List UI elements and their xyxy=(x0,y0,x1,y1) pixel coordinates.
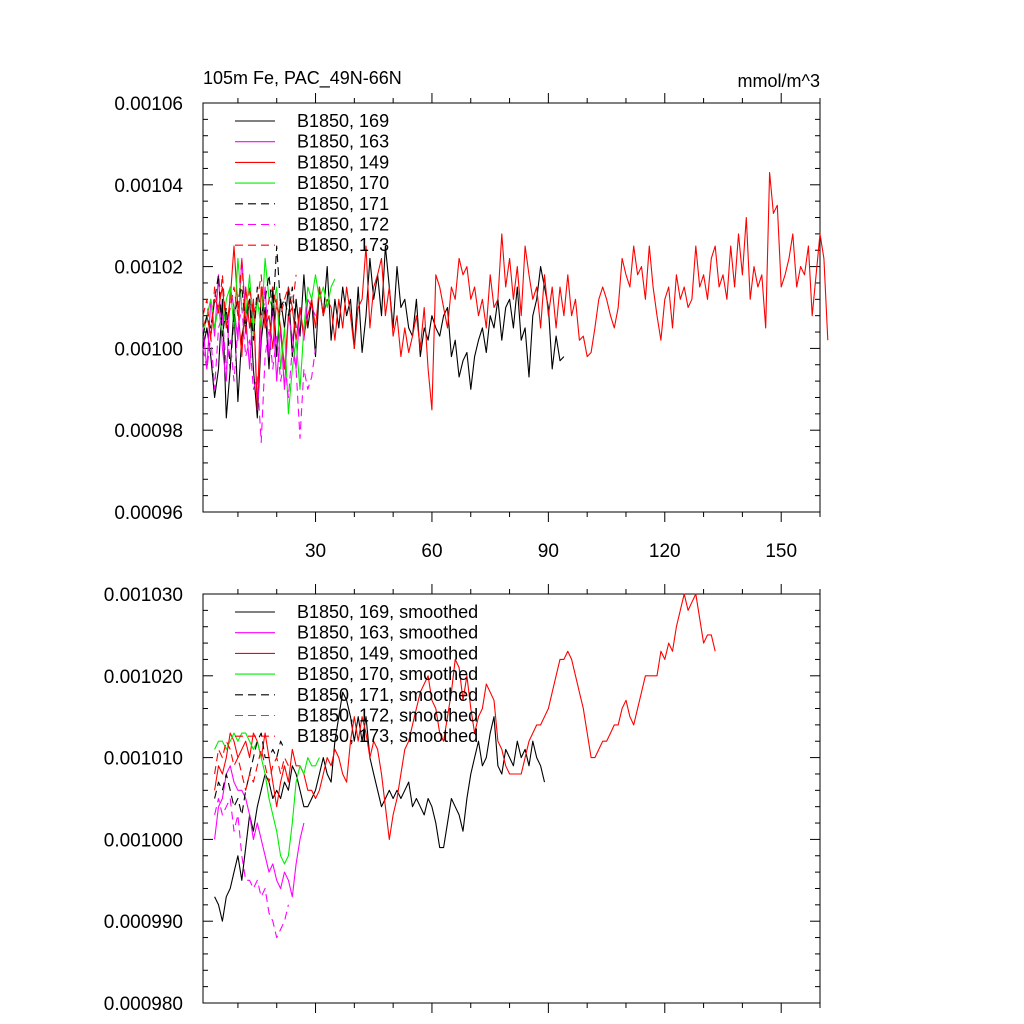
top-ytick-label: 0.00102 xyxy=(114,258,183,279)
legend-label-171: B1850, 171, smoothed xyxy=(297,685,478,705)
legend-label-170: B1850, 170, smoothed xyxy=(297,664,478,684)
top-ytick-label: 0.00096 xyxy=(114,503,183,524)
top-ytick-label: 0.00104 xyxy=(114,176,183,197)
series-line-149 xyxy=(214,593,716,840)
series-line-173 xyxy=(214,740,289,791)
legend-label-173: B1850, 173, smoothed xyxy=(297,726,478,746)
top-xtick-label: 120 xyxy=(649,541,681,562)
top-ytick-label: 0.00106 xyxy=(114,94,183,115)
bottom-ytick-label: 0.001010 xyxy=(104,749,183,770)
legend-label-172: B1850, 172, smoothed xyxy=(297,706,478,726)
legend-label-169: B1850, 169, smoothed xyxy=(297,602,478,622)
bottom-ytick-label: 0.000990 xyxy=(104,912,183,933)
series-line-172 xyxy=(202,306,317,444)
series-line-163 xyxy=(202,257,316,411)
bottom-ytick-label: 0.001020 xyxy=(104,667,183,688)
legend-label-173: B1850, 173 xyxy=(297,235,389,255)
legend-label-171: B1850, 171 xyxy=(297,194,389,214)
top-xtick-label: 150 xyxy=(765,541,797,562)
bottom-ytick-label: 0.001000 xyxy=(104,830,183,851)
top-ytick-label: 0.00098 xyxy=(114,421,183,442)
bottom-ytick-label: 0.001030 xyxy=(104,585,183,606)
figure-title: 105m Fe, PAC_49N-66N xyxy=(203,68,402,89)
series-line-149 xyxy=(202,171,829,411)
legend-label-172: B1850, 172 xyxy=(297,215,389,235)
top-panel-frame xyxy=(202,102,821,513)
series-line-172 xyxy=(214,797,289,939)
bottom-panel: 0.000980 0.000990 0.001000 0.001010 0.001020… xyxy=(104,584,821,1015)
legend-label-163: B1850, 163 xyxy=(297,132,389,152)
top-panel: 0.00096 0.00098 0.00100 0.00102 0.00104 0.001… xyxy=(114,93,829,562)
legend-label-149: B1850, 149 xyxy=(297,152,389,172)
top-xtick-label: 60 xyxy=(421,541,442,562)
legend-label-169: B1850, 169 xyxy=(297,111,389,131)
bottom-panel-lines xyxy=(214,593,716,939)
top-panel-lines xyxy=(202,171,829,444)
legend-label-149: B1850, 149, smoothed xyxy=(297,643,478,663)
series-line-169 xyxy=(214,691,546,922)
series-line-171 xyxy=(202,245,297,370)
bottom-panel-ticks: 0.000980 0.000990 0.001000 0.001010 0.001020… xyxy=(104,584,821,1015)
legend-label-163: B1850, 163, smoothed xyxy=(297,623,478,643)
bottom-ytick-label: 0.000980 xyxy=(104,994,183,1015)
bottom-panel-frame xyxy=(202,593,821,1004)
top-ytick-label: 0.00100 xyxy=(114,339,183,360)
top-xtick-label: 90 xyxy=(538,541,559,562)
series-line-170 xyxy=(214,732,320,865)
top-panel-ticks: 0.00096 0.00098 0.00100 0.00102 0.00104 0.001… xyxy=(114,93,821,562)
series-line-163 xyxy=(214,765,305,898)
figure-units: mmol/m^3 xyxy=(738,71,820,91)
legend-label-170: B1850, 170 xyxy=(297,173,389,193)
top-xtick-label: 30 xyxy=(305,541,326,562)
